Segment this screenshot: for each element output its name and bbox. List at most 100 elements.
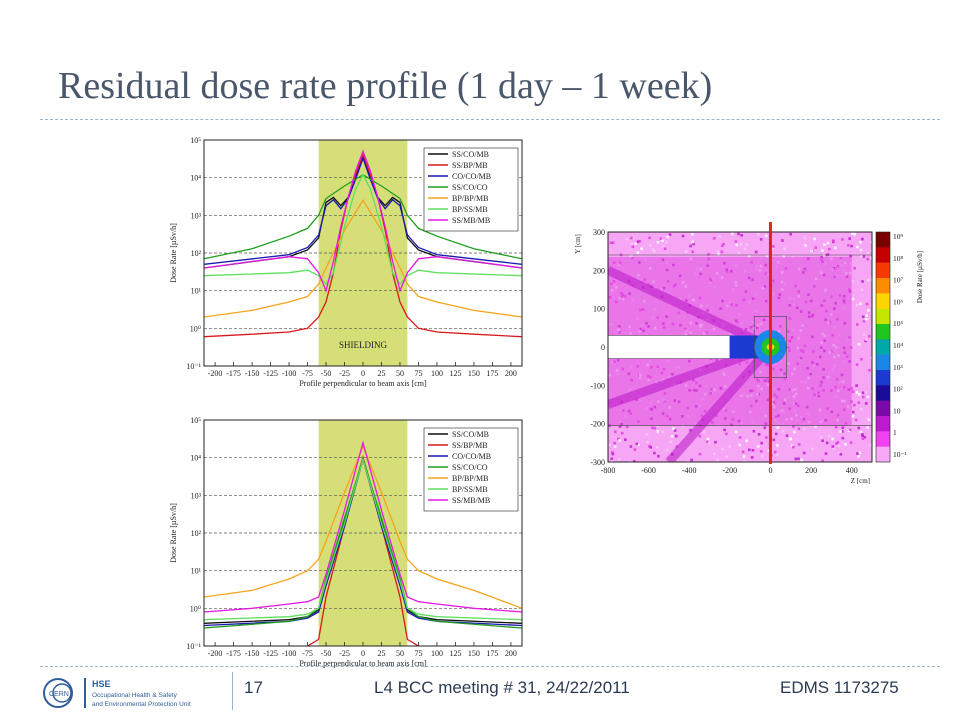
map-pixel [866,257,870,261]
series-line [204,156,522,265]
map-pixel [848,428,852,432]
map-pixel [865,338,868,341]
colorbar-segment [876,400,890,417]
map-pixel [851,414,855,418]
map-pixel [738,436,742,439]
colorbar-tick-label: 10⁴ [893,341,904,350]
map-pixel [761,454,764,458]
map-pixel [661,430,664,434]
radiation-streak [608,266,773,352]
map-pixel [609,241,613,245]
colorbar-tick-label: 10³ [893,363,904,372]
map-pixel [789,437,792,441]
map-pixel [707,253,710,256]
y-tick-label: 100 [593,305,605,314]
colorbar-segment [876,370,890,386]
map-pixel [852,410,855,414]
map-pixel [751,449,755,452]
plot-frame [203,419,523,647]
x-axis-label: Profile perpendicular to beam axis [cm] [299,379,427,388]
map-pixel [841,426,845,429]
y-tick-label: 10⁵ [190,416,201,425]
map-pixel [716,458,719,462]
y-tick-label: 10⁰ [190,324,201,333]
map-pixel [656,424,660,428]
map-pixel [613,441,616,445]
map-pixel [734,430,738,434]
map-pixel [854,418,858,422]
map-pixel [864,339,867,343]
map-pixel [725,432,728,436]
map-pixel [659,237,663,240]
map-pixel [635,442,639,446]
map-pixel [691,250,694,254]
map-pixel [636,251,640,255]
series-line [204,199,522,318]
map-pixel [863,435,867,439]
map-pixel [868,369,871,372]
map-pixel [851,232,854,235]
colorbar-label: Dose Rate [µSv/h] [916,251,924,303]
map-pixel [859,430,863,434]
colorbar-tick-label: 10⁵ [893,319,904,328]
y-axis-label: Dose Rate [µSv/h] [169,223,178,283]
legend-entry: SS/CO/MB [452,430,489,439]
series-group [204,440,522,646]
map-pixel [870,356,872,360]
page-number: 17 [244,678,263,697]
map-pixel [739,243,743,246]
map-pixel [848,237,851,240]
map-pixel [824,452,828,455]
map-pixel [855,363,859,366]
map-pixel [832,239,835,242]
colorbar-segment [876,446,890,463]
legend-entry: CO/CO/MB [452,172,491,181]
map-pixel [776,444,779,447]
map-pixel [760,441,763,445]
cern-hse-logo: CERN HSE Occupational Health & Safety an… [40,675,198,711]
map-pixel [862,255,866,258]
map-pixel [630,254,633,257]
map-pixel [870,276,872,279]
map-pixel [856,323,859,326]
y-axis-label: Y [cm] [574,234,582,254]
legend-entry: BP/BP/MB [452,474,488,483]
map-pixel [865,314,868,317]
colorbar-tick-label: 10² [893,385,904,394]
x-tick-label: -400 [682,466,697,475]
map-pixel [861,237,864,241]
map-pixel [781,239,784,242]
colorbar-segment [876,431,890,447]
map-pixel [791,255,794,259]
map-pixel [857,426,861,430]
map-pixel [823,254,826,257]
colorbar-segment [876,278,890,294]
x-tick-label: 25 [377,369,385,378]
map-pixel [844,443,847,446]
x-tick-label: 150 [468,649,480,658]
map-pixel [712,237,716,240]
x-tick-label: 150 [468,369,480,378]
map-pixel [738,443,742,447]
map-pixel [792,445,795,449]
map-pixel [725,455,728,458]
x-tick-label: -25 [339,369,350,378]
map-pixel [706,437,710,441]
map-pixel [868,335,871,338]
map-pixel [737,251,741,255]
map-pixel [802,451,806,455]
series-line [204,444,522,609]
map-pixel [718,235,722,238]
map-pixel [856,452,859,455]
map-pixel [713,452,716,456]
map-pixel [656,430,660,433]
colorbar-tick-label: 10⁶ [893,297,904,306]
map-pixel [640,247,643,250]
map-pixel [864,402,868,405]
map-pixel [785,434,789,437]
colorbar-segment [876,339,890,355]
map-pixel [638,239,642,243]
map-pixel [856,245,859,249]
map-pixel [811,447,814,451]
dose-profile-chart-1week: 10⁻¹ 10⁰ 10¹ 10² 10³ 10⁴ 10⁵ -200 -175 -150 -125 -1… [169,416,523,668]
